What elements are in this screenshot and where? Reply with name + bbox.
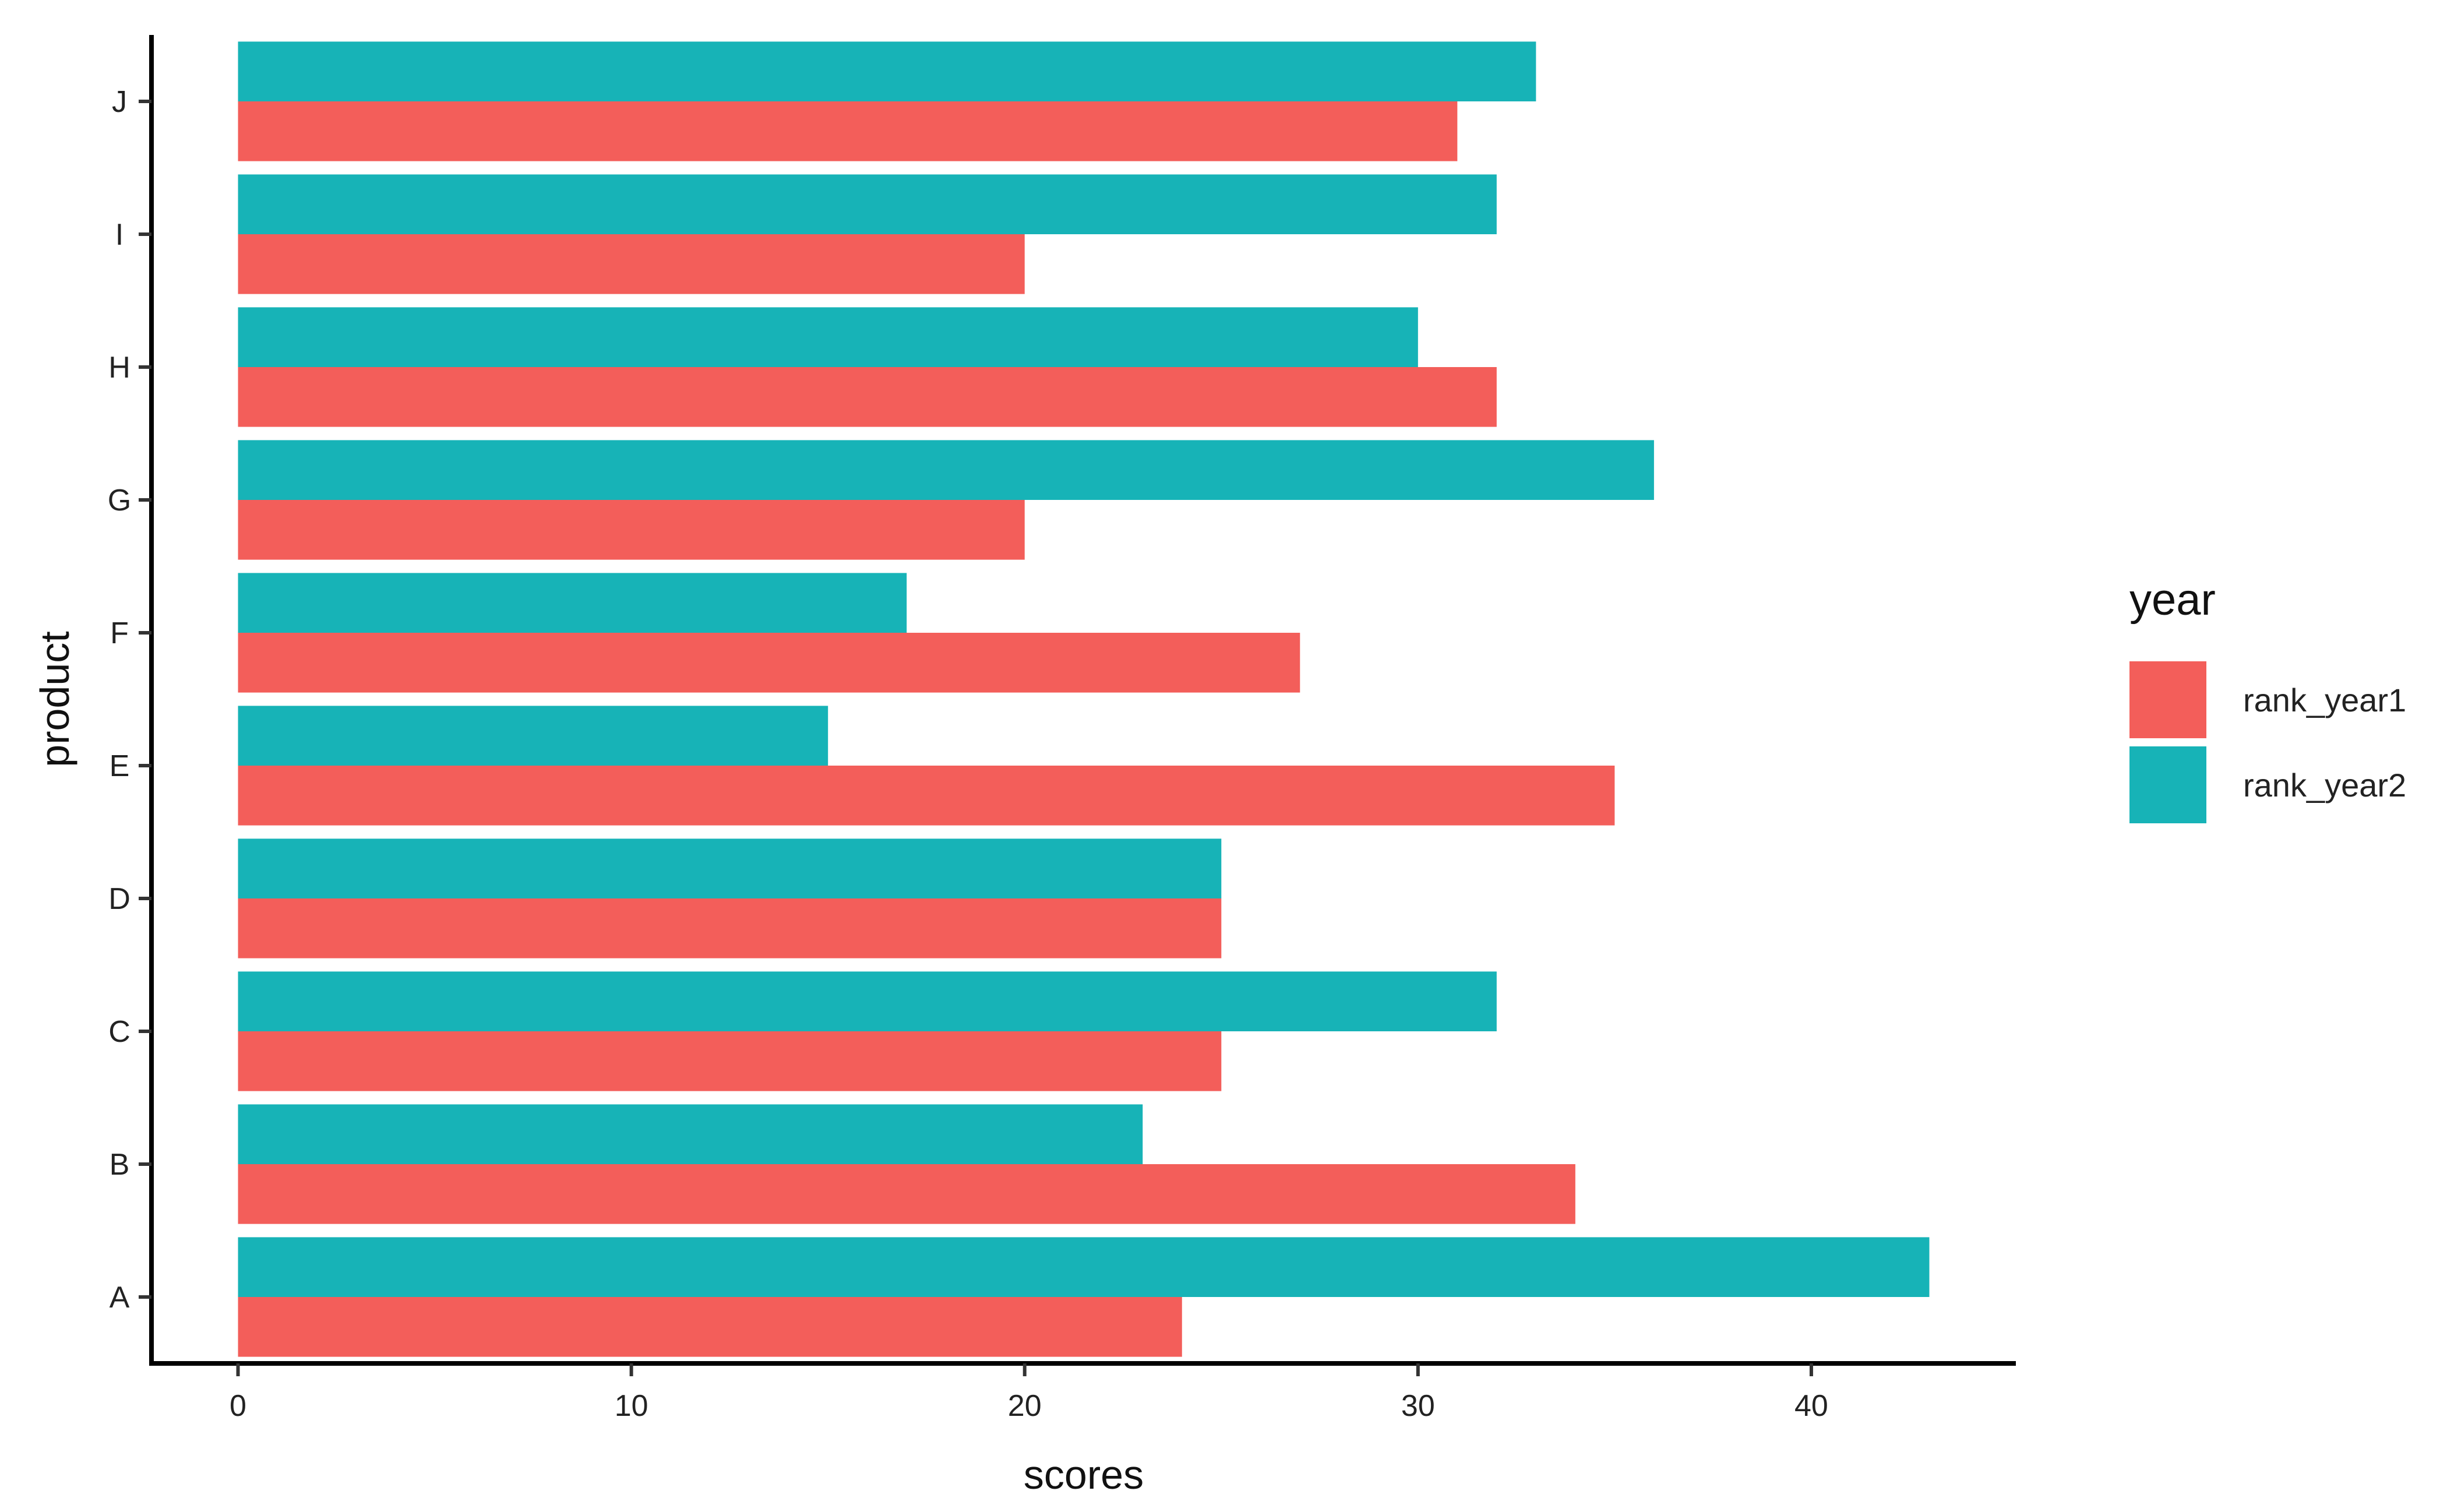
bar-rank_year1-A [238, 1297, 1182, 1357]
y-tick-label: F [110, 616, 129, 650]
legend-key-rank_year2 [2129, 746, 2206, 823]
bar-rank_year2-G [238, 440, 1654, 500]
bar-rank_year1-J [238, 101, 1458, 161]
legend-label-rank_year1: rank_year1 [2243, 682, 2406, 718]
y-tick-label: J [112, 85, 127, 119]
y-tick-label: G [108, 484, 131, 517]
x-tick-label: 20 [1008, 1389, 1042, 1423]
bar-rank_year1-B [238, 1164, 1575, 1224]
bar-rank_year1-D [238, 898, 1222, 958]
y-tick-label: B [110, 1148, 130, 1182]
legend-items: rank_year1 rank_year2 [2129, 661, 2406, 823]
y-tick-label: E [110, 749, 130, 783]
y-axis-ticks: A B C D E F G H I J [108, 85, 151, 1314]
x-axis-ticks: 0 10 20 30 40 [230, 1363, 1828, 1423]
legend-title: year [2129, 575, 2216, 625]
bar-rank_year1-C [238, 1031, 1222, 1091]
bar-rank_year2-C [238, 971, 1497, 1031]
bar-rank_year2-D [238, 838, 1222, 898]
y-tick-label: A [110, 1281, 130, 1314]
bar-rank_year2-I [238, 174, 1497, 234]
x-axis-title: scores [1024, 1452, 1144, 1497]
x-tick-label: 40 [1794, 1389, 1828, 1423]
bar-rank_year2-A [238, 1237, 1930, 1297]
bars-group [238, 41, 1930, 1357]
x-tick-label: 0 [230, 1389, 246, 1423]
bar-rank_year1-H [238, 367, 1497, 427]
bar-rank_year1-I [238, 234, 1025, 294]
y-tick-label: I [115, 218, 124, 252]
x-tick-label: 30 [1401, 1389, 1435, 1423]
y-tick-label: C [108, 1015, 131, 1049]
bar-rank_year2-J [238, 41, 1536, 101]
legend-key-rank_year1 [2129, 661, 2206, 738]
x-tick-label: 10 [615, 1389, 648, 1423]
bar-rank_year2-H [238, 307, 1418, 367]
legend-label-rank_year2: rank_year2 [2243, 767, 2406, 803]
legend: year rank_year1 rank_year2 [2129, 575, 2406, 823]
y-axis-title: product [32, 631, 77, 767]
bar-rank_year2-F [238, 573, 907, 633]
bar-rank_year1-G [238, 500, 1025, 560]
bar-rank_year1-F [238, 633, 1300, 693]
bar-rank_year2-E [238, 706, 828, 766]
bar-rank_year1-E [238, 766, 1615, 826]
y-tick-label: H [108, 351, 131, 385]
y-tick-label: D [108, 882, 131, 916]
bar-rank_year2-B [238, 1104, 1143, 1164]
